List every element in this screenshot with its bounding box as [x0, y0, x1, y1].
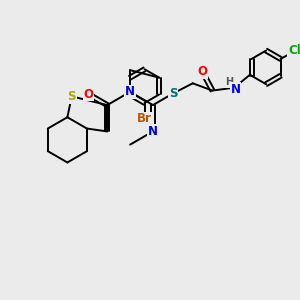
Text: H: H — [225, 77, 233, 88]
Text: O: O — [197, 65, 207, 78]
Text: Br: Br — [137, 112, 152, 125]
Text: N: N — [231, 82, 241, 96]
Text: N: N — [125, 85, 135, 98]
Text: N: N — [148, 125, 158, 138]
Text: S: S — [169, 87, 177, 100]
Text: O: O — [83, 88, 93, 101]
Text: Cl: Cl — [288, 44, 300, 58]
Text: S: S — [68, 90, 76, 103]
